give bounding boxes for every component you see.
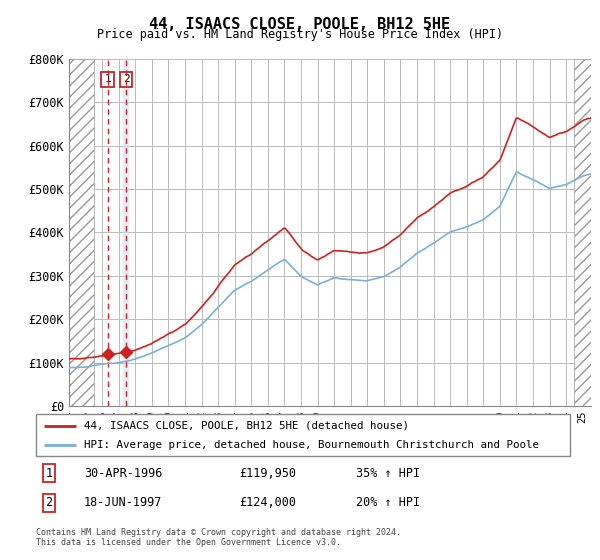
Bar: [69, 59, 94, 406]
Text: 20% ↑ HPI: 20% ↑ HPI: [356, 497, 421, 510]
Text: 44, ISAACS CLOSE, POOLE, BH12 5HE (detached house): 44, ISAACS CLOSE, POOLE, BH12 5HE (detac…: [84, 421, 409, 431]
Bar: [574, 59, 591, 406]
Text: 2: 2: [123, 74, 130, 85]
Text: 1: 1: [46, 467, 53, 480]
Text: Contains HM Land Registry data © Crown copyright and database right 2024.
This d: Contains HM Land Registry data © Crown c…: [36, 528, 401, 547]
Text: 44, ISAACS CLOSE, POOLE, BH12 5HE: 44, ISAACS CLOSE, POOLE, BH12 5HE: [149, 17, 451, 32]
Text: £124,000: £124,000: [239, 497, 296, 510]
Text: Price paid vs. HM Land Registry's House Price Index (HPI): Price paid vs. HM Land Registry's House …: [97, 28, 503, 41]
Text: 18-JUN-1997: 18-JUN-1997: [84, 497, 163, 510]
Text: HPI: Average price, detached house, Bournemouth Christchurch and Poole: HPI: Average price, detached house, Bour…: [84, 440, 539, 450]
Text: £119,950: £119,950: [239, 467, 296, 480]
Text: 30-APR-1996: 30-APR-1996: [84, 467, 163, 480]
Text: 1: 1: [104, 74, 111, 85]
Text: 35% ↑ HPI: 35% ↑ HPI: [356, 467, 421, 480]
Bar: [124, 59, 130, 406]
Text: 2: 2: [46, 497, 53, 510]
